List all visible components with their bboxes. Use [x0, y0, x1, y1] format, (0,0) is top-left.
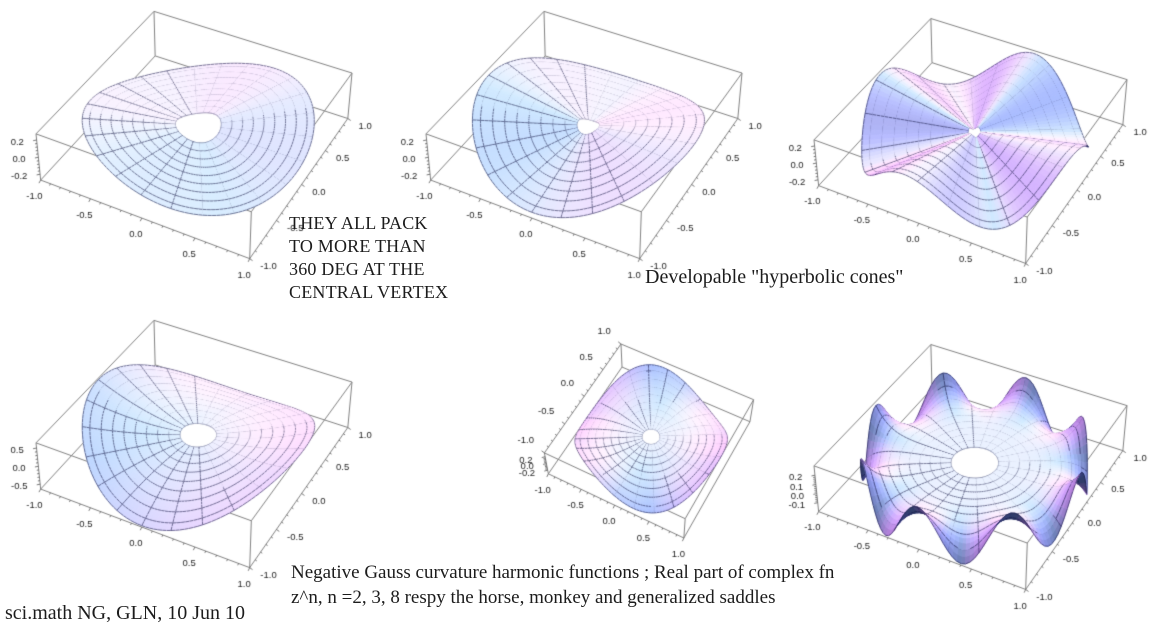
bottom-caption: Negative Gauss curvature harmonic functi…	[291, 562, 835, 608]
surface-plot-cone-2-a	[0, 2, 392, 294]
pack-annotation: THEY ALL PACK TO MORE THAN 360 DEG AT TH…	[289, 213, 449, 302]
cones-caption: Developable "hyperbolic cones"	[645, 266, 904, 288]
credit-line: sci.math NG, GLN, 10 Jun 10	[5, 602, 245, 624]
surface-plot-generalized-saddle-n8	[778, 330, 1167, 630]
surface-plot-cone-2-b	[390, 2, 782, 294]
surface-plot-cone-8	[778, 0, 1167, 308]
surface-plot-horse-saddle-n2	[0, 296, 392, 618]
